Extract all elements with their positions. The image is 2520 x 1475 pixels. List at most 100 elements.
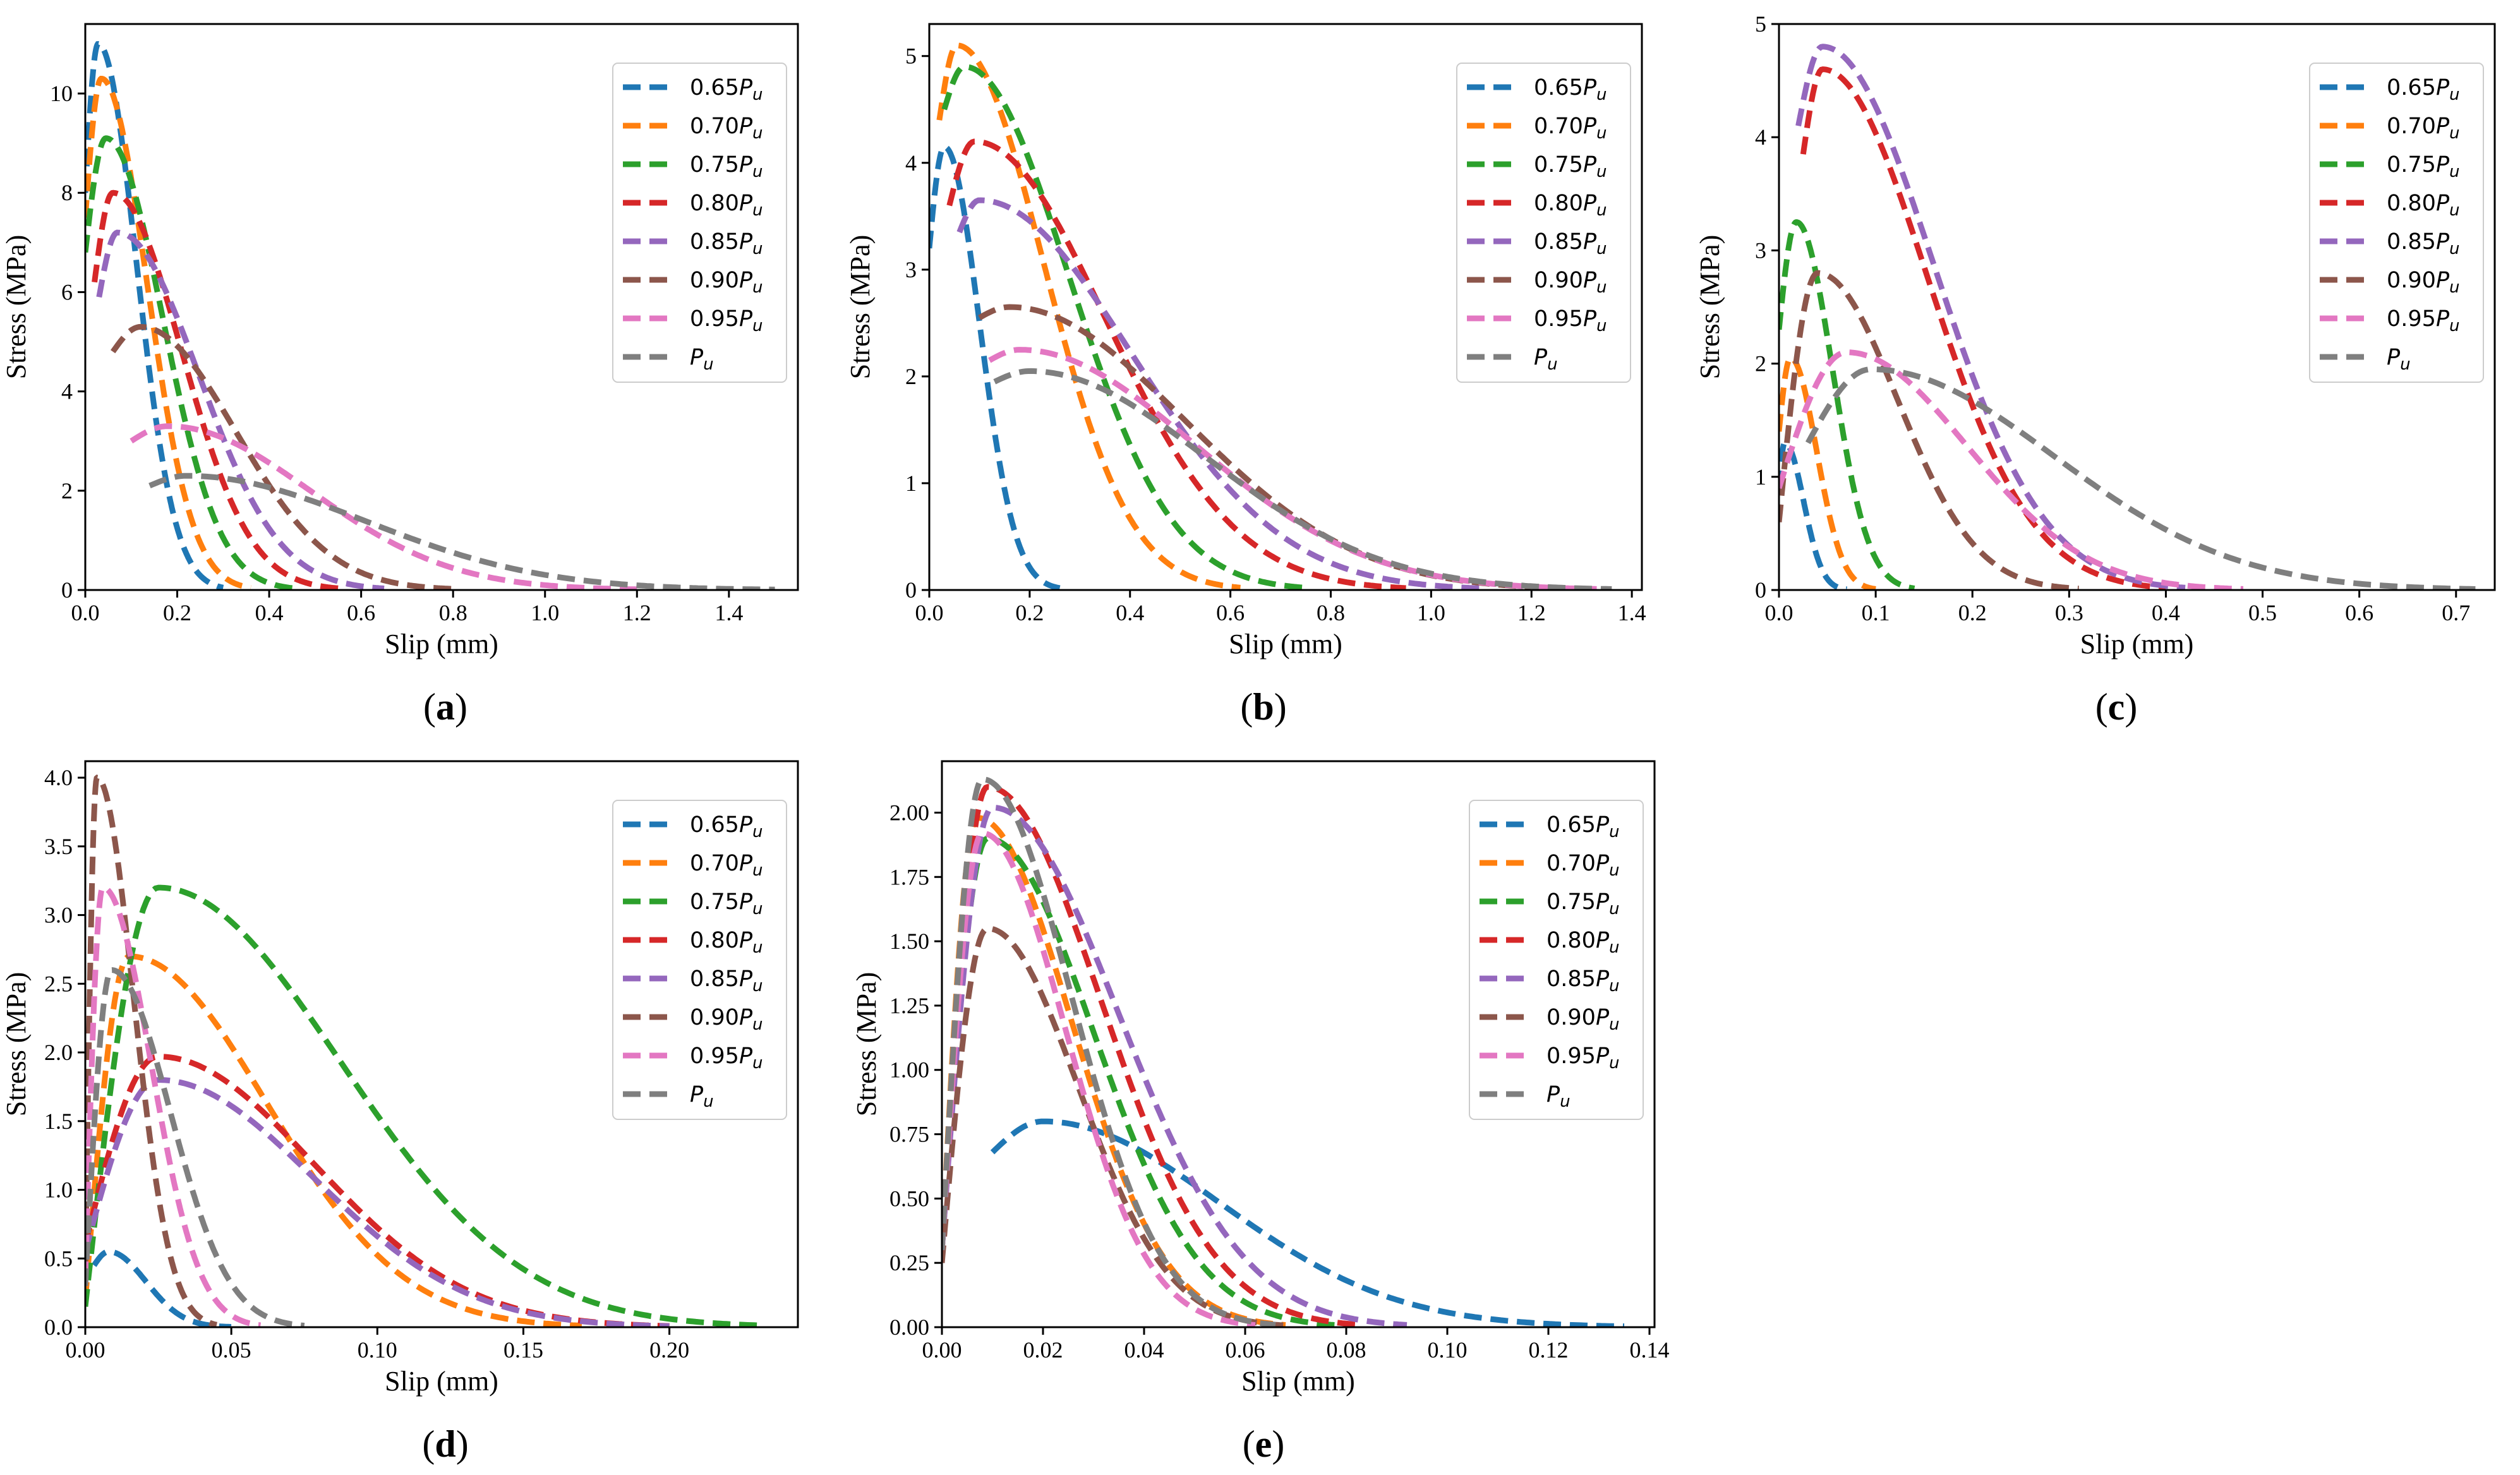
legend-label-0.70Pu: 0.70Pu <box>690 851 763 880</box>
y-axis-label: Stress (MPa) <box>851 972 882 1117</box>
y-tick-label: 2 <box>905 364 917 389</box>
x-tick-label: 1.0 <box>531 600 559 625</box>
legend-label-0.85Pu: 0.85Pu <box>1546 966 1620 996</box>
legend: 0.65Pu 0.70Pu 0.75Pu 0.80Pu 0.85Pu 0.90Pu 0.95… <box>2309 63 2484 383</box>
series-line-0.65Pu <box>85 40 224 590</box>
y-tick-label: 2.0 <box>44 1040 73 1065</box>
y-tick-label: 1 <box>1755 464 1766 490</box>
x-tick-label: 0.6 <box>2345 600 2373 625</box>
legend-box <box>612 63 787 383</box>
series-line-0.95Pu <box>942 830 1256 1327</box>
series-line-0.80Pu <box>92 190 339 590</box>
y-axis-label: Stress (MPa) <box>1694 235 1725 380</box>
series-group <box>942 776 1625 1327</box>
series-line-0.70Pu <box>85 76 251 590</box>
plot-frame <box>84 760 799 1328</box>
x-tick-label: 0.2 <box>1958 600 1987 625</box>
chart-panel-c: 0.0 0.1 0.2 0.3 0.4 0.5 0.6 0.7 0 1 2 3 4 5 Slip (mm) S… <box>1694 11 2496 728</box>
x-tick-label: 0.0 <box>1765 600 1794 625</box>
x-tick-label: 0.14 <box>1630 1337 1670 1363</box>
y-tick-label: 0 <box>1755 577 1766 603</box>
x-axis-label: Slip (mm) <box>2080 629 2194 659</box>
panel-label: (c) <box>2095 686 2138 728</box>
series-line-0.80Pu <box>85 1054 670 1327</box>
series-line-0.90Pu <box>111 323 454 590</box>
legend: 0.65Pu 0.70Pu 0.75Pu 0.80Pu 0.85Pu 0.90Pu 0.95… <box>612 800 787 1120</box>
legend-label-0.90Pu: 0.90Pu <box>690 268 763 297</box>
y-tick-label: 0.75 <box>889 1122 929 1147</box>
legend: 0.65Pu 0.70Pu 0.75Pu 0.80Pu 0.85Pu 0.90Pu 0.95… <box>1469 800 1644 1120</box>
x-tick-label: 1.0 <box>1417 600 1445 625</box>
legend-label-0.65Pu: 0.65Pu <box>690 75 763 104</box>
legend-label-0.75Pu: 0.75Pu <box>2387 152 2460 181</box>
legend-label-0.95Pu: 0.95Pu <box>690 306 763 335</box>
y-tick-label: 1.25 <box>889 993 929 1018</box>
x-tick-label: 0.00 <box>66 1337 106 1363</box>
series-line-Pu <box>85 967 305 1327</box>
legend-label-0.95Pu: 0.95Pu <box>1546 1044 1620 1073</box>
series-line-0.85Pu <box>85 1077 670 1327</box>
series-group <box>85 774 757 1327</box>
y-tick-label: 3.0 <box>44 903 73 928</box>
x-tick-label: 0.5 <box>2248 600 2277 625</box>
x-tick-label: 0.05 <box>212 1337 251 1363</box>
legend-label-0.70Pu: 0.70Pu <box>1546 851 1620 880</box>
series-group <box>1779 44 2476 590</box>
series-line-0.65Pu <box>92 1248 232 1327</box>
series-line-Pu <box>148 473 775 590</box>
y-tick-label: 4 <box>61 379 73 404</box>
legend-label-Pu: Pu <box>690 345 714 374</box>
legend-label-0.90Pu: 0.90Pu <box>2387 268 2460 297</box>
x-tick-label: 0.6 <box>347 600 375 625</box>
series-line-Pu <box>1805 366 2476 590</box>
series-line-0.75Pu <box>942 835 1337 1327</box>
x-tick-label: 0.7 <box>2442 600 2470 625</box>
legend-label-0.75Pu: 0.75Pu <box>690 889 763 918</box>
chart-panel-d: 0.00 0.05 0.10 0.15 0.20 0.0 0.5 1.0 1.5 2.0 2.5 3.… <box>1 760 799 1465</box>
x-tick-label: 0.15 <box>503 1337 543 1363</box>
x-tick-label: 0.4 <box>255 600 284 625</box>
legend-label-0.75Pu: 0.75Pu <box>690 152 763 181</box>
y-tick-label: 0.50 <box>889 1186 929 1211</box>
series-line-0.85Pu <box>942 804 1408 1327</box>
series-line-0.90Pu <box>942 925 1286 1327</box>
legend-label-0.85Pu: 0.85Pu <box>2387 229 2460 258</box>
series-group <box>929 42 1612 590</box>
x-tick-label: 0.4 <box>1116 600 1144 625</box>
chart-panel-b: 0.0 0.2 0.4 0.6 0.8 1.0 1.2 1.4 0 1 2 3 4 5 Slip (mm) S… <box>845 23 1646 728</box>
legend-label-Pu: Pu <box>2387 345 2411 374</box>
legend-box <box>612 800 787 1120</box>
y-tick-label: 2 <box>61 478 73 503</box>
legend-label-0.70Pu: 0.70Pu <box>690 114 763 143</box>
x-tick-label: 0.04 <box>1124 1337 1164 1363</box>
y-tick-label: 0 <box>61 577 73 603</box>
y-tick-label: 2.5 <box>44 971 73 996</box>
x-tick-label: 0.2 <box>163 600 191 625</box>
y-tick-label: 3 <box>905 257 917 282</box>
legend-label-Pu: Pu <box>690 1082 714 1111</box>
y-tick-label: 0.00 <box>889 1315 929 1340</box>
series-line-0.70Pu <box>85 953 582 1327</box>
x-tick-label: 1.2 <box>623 600 651 625</box>
y-axis-label: Stress (MPa) <box>1 235 32 380</box>
y-tick-label: 2 <box>1755 351 1766 376</box>
x-tick-label: 0.3 <box>2055 600 2083 625</box>
legend-label-0.65Pu: 0.65Pu <box>1534 75 1607 104</box>
x-tick-label: 0.0 <box>915 600 944 625</box>
series-line-0.75Pu <box>85 135 293 590</box>
legend-label-Pu: Pu <box>1546 1082 1570 1111</box>
series-line-0.65Pu <box>990 1118 1625 1327</box>
legend-label-0.80Pu: 0.80Pu <box>2387 191 2460 220</box>
x-axis-label: Slip (mm) <box>385 1366 498 1397</box>
series-line-0.80Pu <box>1800 66 2166 590</box>
plot-frame <box>1778 23 2496 591</box>
legend: 0.65Pu 0.70Pu 0.75Pu 0.80Pu 0.85Pu 0.90Pu 0.95… <box>1456 63 1631 383</box>
x-tick-label: 0.00 <box>922 1337 962 1363</box>
plot-frame <box>941 760 1656 1328</box>
legend-label-0.75Pu: 0.75Pu <box>1546 889 1620 918</box>
series-line-0.80Pu <box>942 784 1362 1327</box>
series-group <box>85 40 775 590</box>
x-tick-label: 0.08 <box>1327 1337 1366 1363</box>
series-line-0.95Pu <box>85 884 262 1327</box>
